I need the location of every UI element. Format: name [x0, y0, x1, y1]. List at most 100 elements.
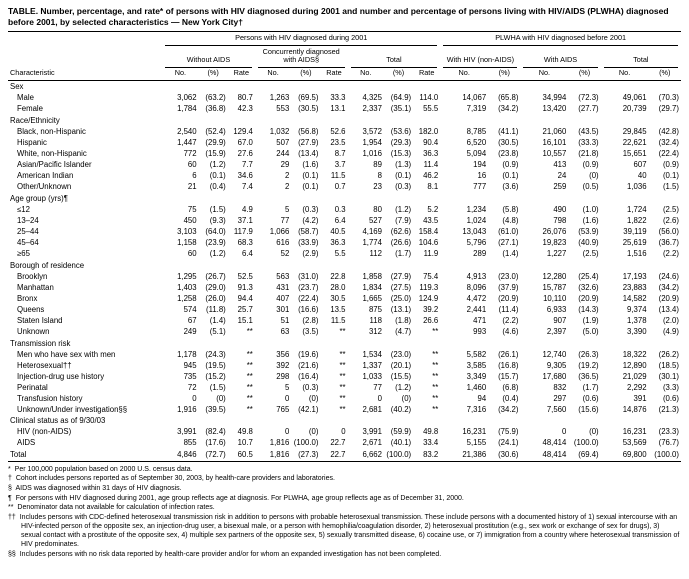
cell-pct: (15.2)	[205, 371, 226, 381]
cell-pct: (9.3)	[209, 215, 226, 225]
cell-pct: (34.2)	[498, 104, 519, 114]
cell-pct: (0.1)	[502, 171, 519, 181]
cell-no: 1,516	[627, 248, 647, 258]
cell-pct: (16.6)	[298, 304, 319, 314]
cell-rate: **	[432, 393, 439, 403]
cell-pct: (4.6)	[502, 326, 519, 336]
cell-rate: 94.4	[237, 293, 253, 303]
cell-pct: (0.6)	[662, 393, 679, 403]
cell-pct: (26.6)	[390, 237, 412, 247]
cell-pct: (0)	[589, 171, 599, 181]
cell-pct: (56.0)	[658, 226, 679, 236]
cell-pct: (1.2)	[209, 248, 226, 258]
subgroup-concurrently-diagnosed: Concurrently diagnosed with AIDS§	[257, 47, 345, 68]
cell-pct: (61.0)	[498, 226, 519, 236]
cell-rate: 119.3	[419, 282, 439, 292]
cell-rate: **	[432, 326, 439, 336]
cell-pct: (76.7)	[658, 438, 679, 448]
cell-pct: (1.7)	[582, 382, 599, 392]
cell-no: 3,585	[466, 360, 487, 370]
cell-rate: 83.2	[423, 449, 439, 459]
cell-rate: 60.5	[237, 449, 253, 459]
cell-pct: (0.4)	[502, 393, 519, 403]
subgroup-header-row: Without AIDS Concurrently diagnosed with…	[8, 46, 681, 68]
cell-no: 1,378	[627, 315, 647, 325]
subgroup-total-plwha: Total	[603, 55, 678, 68]
cell-rate: 34.6	[237, 171, 253, 181]
cell-rate: **	[339, 371, 346, 381]
cell-no: 3,991	[177, 427, 197, 437]
cell-rate: 11.4	[423, 160, 439, 170]
cell-no: 777	[473, 182, 487, 192]
cell-no: 289	[473, 248, 487, 258]
cell-no: 48,414	[542, 438, 567, 448]
col-header-pct: (%)	[568, 67, 601, 81]
cell-no: 14,876	[622, 404, 647, 414]
row-label: Brooklyn	[17, 271, 48, 281]
row-label: Black, non-Hispanic	[17, 127, 86, 137]
cell-no: 1,534	[362, 349, 382, 359]
cell-rate: **	[432, 382, 439, 392]
cell-pct: (64.9)	[390, 93, 412, 103]
cell-pct: (0.9)	[582, 160, 599, 170]
cell-pct: (0)	[589, 427, 599, 437]
cell-rate: 22.7	[330, 449, 346, 459]
cell-rate: 40.5	[330, 226, 346, 236]
table-row: Unknown 249 (5.1) ** 63 (3.5) ** 312 (4.7) ** 993 (…	[8, 326, 681, 337]
cell-rate: 11.9	[423, 248, 439, 258]
cell-pct: (30.5)	[498, 138, 519, 148]
cell-no: 94	[477, 393, 487, 403]
cell-no: 1,403	[177, 282, 197, 292]
row-label: Total	[10, 449, 27, 459]
row-label: HIV (non-AIDS)	[17, 427, 72, 437]
cell-no: 7,560	[546, 404, 567, 414]
row-label: Unknown	[17, 326, 50, 336]
cell-no: 22,621	[622, 138, 647, 148]
table-row: HIV (non-AIDS) 3,991 (82.4) 49.8 0 (0) 0 3,991 (…	[8, 427, 681, 438]
cell-rate: 33.4	[423, 438, 439, 448]
group-header-plwha: PLWHA with HIV diagnosed before 2001	[443, 33, 678, 46]
cell-pct: (5.0)	[582, 326, 599, 336]
table-row: Asian/Pacific Islander 60 (1.2) 7.7 29 (1.6) 3…	[8, 160, 681, 171]
footnote-marker: ††	[8, 513, 16, 521]
cell-rate: 5.5	[334, 248, 346, 258]
footnote-text: For persons with HIV diagnosed during 20…	[13, 494, 464, 502]
cell-pct: (0.6)	[582, 393, 599, 403]
cell-no: 301	[276, 304, 290, 314]
cell-rate: 90.4	[423, 138, 439, 148]
cell-no: 1,234	[466, 204, 487, 214]
table-row: Injection-drug use history 735 (15.2) ** 298…	[8, 371, 681, 382]
cell-rate: 7.7	[242, 160, 253, 170]
row-label: Hispanic	[17, 138, 47, 148]
footnote: †† Includes persons with CDC-defined het…	[8, 513, 681, 549]
cell-no: 413	[553, 160, 567, 170]
cell-no: 607	[633, 160, 647, 170]
cell-no: 1,447	[177, 138, 197, 148]
cell-no: 4,472	[466, 293, 487, 303]
cell-pct: (1.3)	[395, 160, 412, 170]
footnote-marker: §	[8, 485, 12, 492]
cell-no: 450	[183, 215, 197, 225]
cell-no: 4,169	[362, 226, 382, 236]
cell-no: 19,823	[542, 237, 567, 247]
cell-no: 29	[280, 160, 290, 170]
cell-rate: **	[246, 349, 253, 359]
cell-pct: (27.9)	[298, 138, 319, 148]
cell-no: 1,263	[269, 93, 290, 103]
table-row: Queens 574 (11.8) 25.7 301 (16.6) 13.5 875 (13.1…	[8, 304, 681, 315]
cell-pct: (17.6)	[205, 438, 226, 448]
row-label: Male	[17, 93, 34, 103]
table-row: Manhattan 1,403 (29.0) 91.3 431 (23.7) 28.0 1,8…	[8, 282, 681, 293]
section-label: Clinical status as of 9/30/03	[10, 416, 106, 426]
cell-rate: 42.3	[237, 104, 253, 114]
cell-rate: **	[246, 326, 253, 336]
cell-no: 15,651	[622, 149, 647, 159]
section-header-row: Clinical status as of 9/30/03	[8, 415, 681, 427]
cell-no: 9,374	[627, 304, 647, 314]
cell-rate: **	[339, 382, 346, 392]
cell-no: 51	[280, 315, 290, 325]
cell-pct: (24.3)	[205, 349, 226, 359]
cell-rate: **	[246, 404, 253, 414]
cell-rate: 114.0	[419, 93, 439, 103]
cell-no: 63	[280, 326, 290, 336]
